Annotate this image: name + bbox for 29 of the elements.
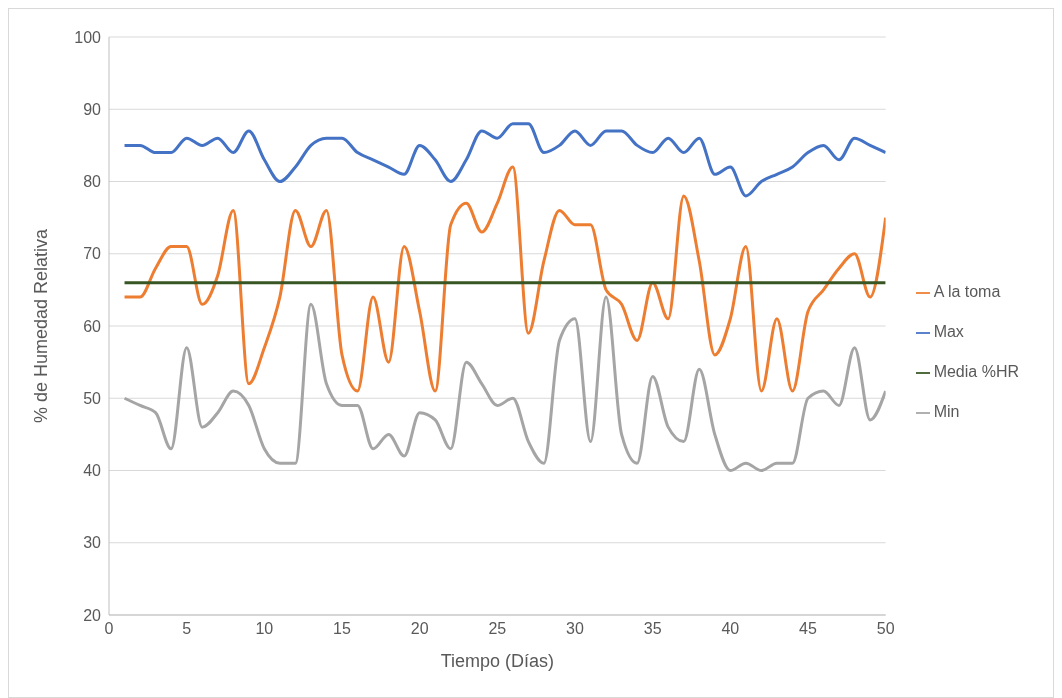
legend-label: Min: [933, 403, 960, 420]
y-tick-label: 20: [83, 606, 102, 624]
x-tick-label: 20: [410, 620, 429, 638]
x-axis-title: Tiempo (Días): [440, 651, 554, 671]
x-tick-label: 35: [643, 620, 662, 638]
legend-label: A la toma: [933, 283, 1001, 300]
line-series: [123, 165, 886, 393]
y-tick-label: 80: [83, 173, 102, 191]
line-series: [123, 295, 886, 472]
y-tick-label: 70: [83, 245, 102, 263]
y-tick-label: 60: [83, 317, 102, 335]
y-tick-label: 40: [83, 462, 102, 480]
x-tick-label: 40: [721, 620, 740, 638]
y-tick-label: 90: [83, 100, 102, 118]
x-tick-label: 0: [104, 620, 114, 638]
x-tick-label: 5: [182, 620, 192, 638]
x-tick-label: 10: [255, 620, 274, 638]
legend-label: Media %HR: [933, 363, 1019, 380]
x-tick-label: 45: [799, 620, 817, 638]
y-tick-label: 50: [83, 389, 102, 407]
line-series: [123, 122, 886, 198]
y-tick-label: 30: [83, 534, 102, 552]
x-tick-label: 15: [333, 620, 351, 638]
x-tick-label: 50: [876, 620, 895, 638]
y-tick-label: 100: [74, 28, 102, 46]
y-axis-title: % de Humedad Relativa: [31, 227, 52, 424]
legend-label: Max: [933, 323, 964, 340]
x-tick-label: 30: [566, 620, 584, 638]
x-tick-label: 25: [488, 620, 507, 638]
